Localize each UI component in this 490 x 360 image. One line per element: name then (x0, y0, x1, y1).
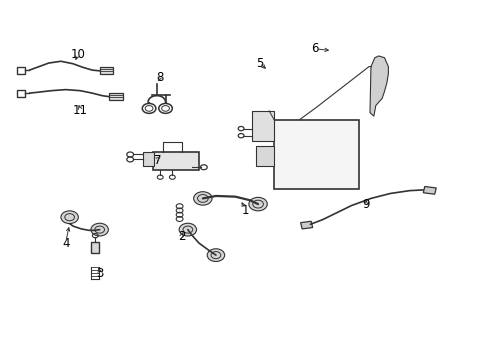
Bar (423, 186, 436, 194)
Bar (274, 120, 359, 189)
Bar (301, 221, 313, 229)
Text: 5: 5 (256, 57, 263, 69)
Bar (256, 146, 274, 166)
Circle shape (207, 249, 224, 261)
Circle shape (91, 223, 108, 236)
Text: 7: 7 (154, 154, 162, 167)
Text: 1: 1 (241, 204, 249, 217)
Text: 3: 3 (96, 267, 103, 280)
Text: 11: 11 (73, 104, 88, 117)
Text: 2: 2 (178, 230, 186, 243)
Circle shape (61, 211, 78, 224)
Text: 10: 10 (71, 48, 85, 61)
Text: 6: 6 (312, 42, 319, 55)
Bar (92, 242, 99, 253)
Bar (153, 152, 199, 170)
Bar (109, 93, 123, 100)
Bar (252, 111, 274, 141)
Circle shape (249, 197, 267, 211)
Bar (143, 152, 154, 166)
Circle shape (194, 192, 212, 205)
Polygon shape (370, 56, 389, 116)
Circle shape (179, 223, 196, 236)
Text: 4: 4 (62, 237, 70, 250)
Bar (99, 67, 113, 74)
Text: 8: 8 (156, 71, 164, 84)
Text: 9: 9 (363, 198, 370, 211)
